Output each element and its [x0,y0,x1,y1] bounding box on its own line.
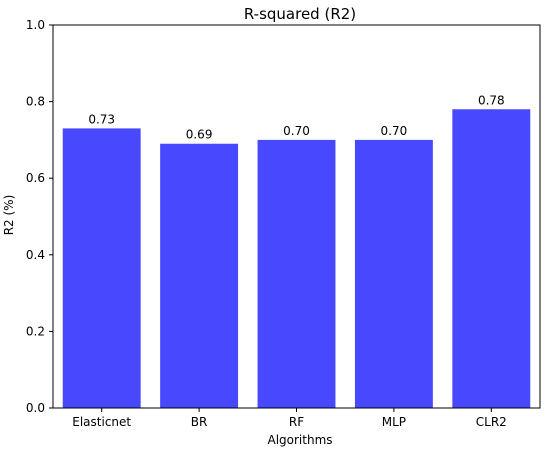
data-label-rf: 0.70 [283,124,310,138]
chart-title: R-squared (R2) [244,5,356,23]
data-label-clr2: 0.78 [478,93,505,107]
x-tick-label-br: BR [191,415,208,429]
y-tick-label: 0.2 [26,324,45,338]
bar-clr2 [452,109,531,408]
x-tick-label-elasticnet: Elasticnet [72,415,131,429]
y-tick-label: 0.4 [26,248,45,262]
y-tick-label: 0.8 [26,95,45,109]
data-label-mlp: 0.70 [381,124,408,138]
plot-area: 0.73 Elasticnet 0.69 BR 0.70 RF 0.70 MLP 0.78 CLR… [26,18,541,429]
x-tick-label-mlp: MLP [382,415,406,429]
y-tick-label: 0.6 [26,171,45,185]
y-tick-label: 1.0 [26,18,45,32]
bar-br [160,143,239,409]
bar-elasticnet [62,128,141,408]
bar-rf [257,139,336,408]
bar-mlp [354,139,433,408]
data-label-elasticnet: 0.73 [88,112,115,126]
data-label-br: 0.69 [186,128,213,142]
y-axis-label: R2 (%) [2,195,16,236]
x-tick-label-rf: RF [289,415,304,429]
plot-frame [52,24,541,409]
y-tick-label: 0.0 [26,401,45,415]
x-tick-label-clr2: CLR2 [476,415,507,429]
x-axis-label: Algorithms [267,433,332,447]
